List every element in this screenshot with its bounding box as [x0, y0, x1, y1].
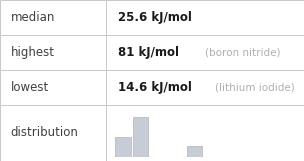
Text: lowest: lowest: [11, 81, 49, 94]
Text: distribution: distribution: [11, 127, 78, 139]
Text: (lithium iodide): (lithium iodide): [215, 82, 295, 93]
Text: 81 kJ/mol: 81 kJ/mol: [118, 46, 179, 59]
Text: (boron nitride): (boron nitride): [205, 47, 281, 57]
Text: median: median: [11, 11, 55, 24]
Text: 25.6 kJ/mol: 25.6 kJ/mol: [118, 11, 192, 24]
Text: 14.6 kJ/mol: 14.6 kJ/mol: [118, 81, 192, 94]
Text: highest: highest: [11, 46, 55, 59]
